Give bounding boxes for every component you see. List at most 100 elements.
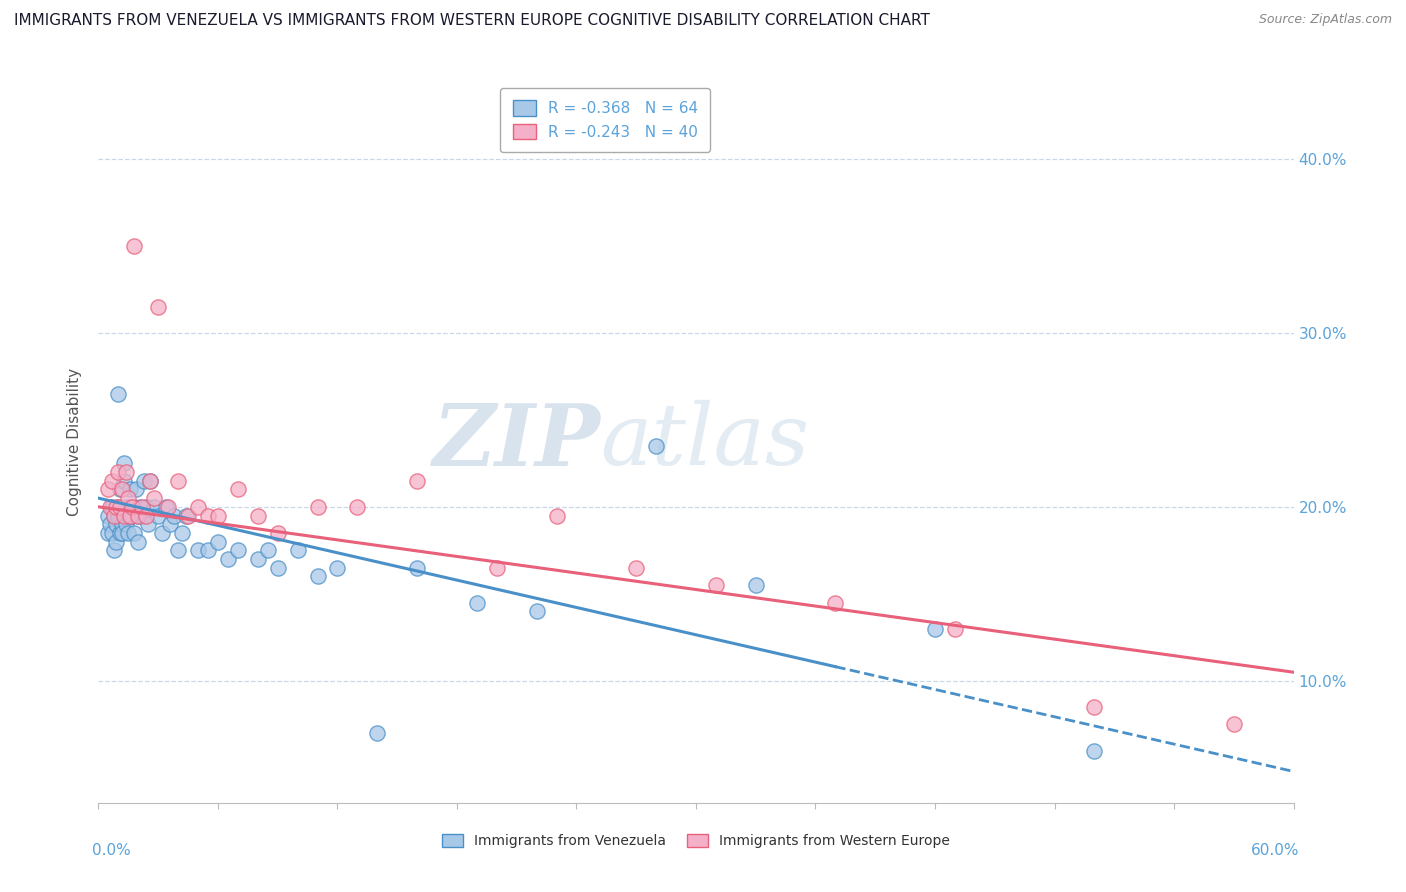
Text: atlas: atlas — [600, 401, 810, 483]
Point — [167, 543, 190, 558]
Point — [217, 552, 239, 566]
Point — [1083, 743, 1105, 757]
Point — [226, 543, 249, 558]
Point — [326, 561, 349, 575]
Point — [110, 483, 132, 497]
Point — [136, 517, 159, 532]
Point — [177, 508, 200, 523]
Text: 0.0%: 0.0% — [93, 843, 131, 857]
Point — [159, 517, 181, 532]
Point — [148, 508, 170, 523]
Point — [546, 508, 568, 523]
Point — [115, 465, 138, 479]
Point — [924, 622, 946, 636]
Point — [824, 596, 846, 610]
Point — [167, 474, 190, 488]
Point — [107, 500, 129, 514]
Point — [127, 508, 149, 523]
Point — [197, 508, 219, 523]
Point — [1223, 717, 1246, 731]
Point — [111, 517, 134, 532]
Point — [307, 500, 329, 514]
Point — [112, 474, 135, 488]
Point — [406, 561, 429, 575]
Point — [139, 474, 162, 488]
Point — [105, 517, 128, 532]
Point — [704, 578, 727, 592]
Point — [103, 508, 125, 523]
Point — [187, 500, 209, 514]
Point — [115, 500, 138, 514]
Point — [526, 604, 548, 618]
Point — [97, 483, 120, 497]
Point — [143, 491, 166, 505]
Point — [120, 483, 142, 497]
Point — [1083, 700, 1105, 714]
Point — [101, 500, 124, 514]
Y-axis label: Cognitive Disability: Cognitive Disability — [67, 368, 83, 516]
Point — [745, 578, 768, 592]
Point — [135, 508, 157, 523]
Point — [131, 508, 153, 523]
Point — [105, 500, 128, 514]
Point — [101, 525, 124, 540]
Point — [97, 508, 120, 523]
Point — [120, 508, 142, 523]
Point — [115, 517, 138, 532]
Point — [287, 543, 309, 558]
Point — [139, 474, 162, 488]
Point — [366, 726, 388, 740]
Text: Source: ZipAtlas.com: Source: ZipAtlas.com — [1258, 13, 1392, 27]
Text: 60.0%: 60.0% — [1251, 843, 1299, 857]
Point — [256, 543, 278, 558]
Legend: Immigrants from Venezuela, Immigrants from Western Europe: Immigrants from Venezuela, Immigrants fr… — [437, 829, 955, 854]
Point — [112, 508, 135, 523]
Point — [127, 534, 149, 549]
Point — [103, 508, 125, 523]
Point — [103, 543, 125, 558]
Point — [131, 500, 153, 514]
Text: ZIP: ZIP — [433, 400, 600, 483]
Point — [117, 491, 139, 505]
Point — [121, 500, 143, 514]
Point — [246, 508, 269, 523]
Point — [307, 569, 329, 583]
Point — [645, 439, 668, 453]
Point — [98, 500, 122, 514]
Point — [197, 543, 219, 558]
Point — [172, 525, 194, 540]
Point — [107, 386, 129, 401]
Point — [120, 500, 142, 514]
Point — [110, 500, 132, 514]
Point — [267, 525, 290, 540]
Point — [148, 300, 170, 314]
Point — [121, 508, 143, 523]
Point — [111, 483, 134, 497]
Point — [125, 483, 148, 497]
Point — [246, 552, 269, 566]
Point — [124, 525, 146, 540]
Point — [105, 534, 128, 549]
Point — [163, 508, 186, 523]
Point — [267, 561, 290, 575]
Point — [112, 456, 135, 470]
Point — [98, 517, 122, 532]
Point — [111, 525, 134, 540]
Point — [107, 465, 129, 479]
Point — [134, 474, 156, 488]
Point — [226, 483, 249, 497]
Text: IMMIGRANTS FROM VENEZUELA VS IMMIGRANTS FROM WESTERN EUROPE COGNITIVE DISABILITY: IMMIGRANTS FROM VENEZUELA VS IMMIGRANTS … — [14, 13, 929, 29]
Point — [626, 561, 648, 575]
Point — [465, 596, 488, 610]
Point — [174, 508, 197, 523]
Point — [943, 622, 966, 636]
Point — [97, 525, 120, 540]
Point — [110, 525, 132, 540]
Point — [207, 508, 229, 523]
Point — [135, 500, 157, 514]
Point — [346, 500, 368, 514]
Point — [107, 508, 129, 523]
Point — [143, 500, 166, 514]
Point — [127, 508, 149, 523]
Point — [485, 561, 508, 575]
